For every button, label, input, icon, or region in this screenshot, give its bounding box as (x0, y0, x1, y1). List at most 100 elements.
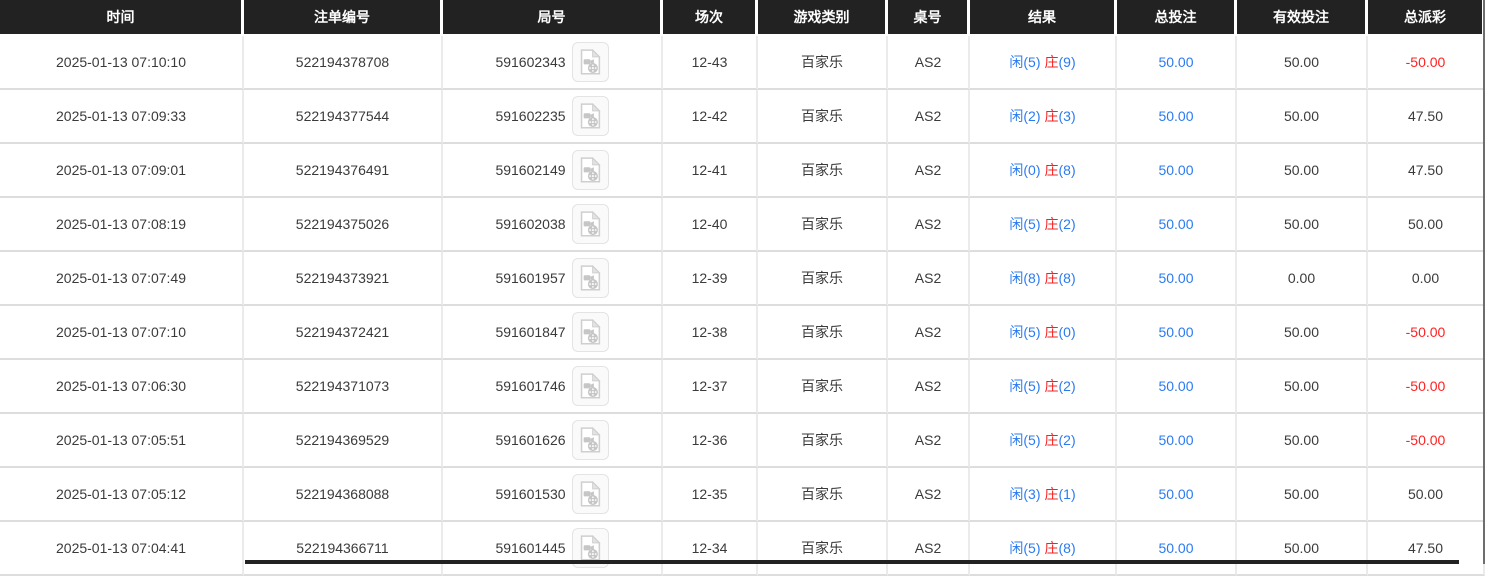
cell-result: 闲(8) 庄(8) (970, 252, 1117, 306)
video-file-icon (580, 49, 601, 75)
round-no-text: 591602343 (495, 54, 566, 70)
cell-valid-bet: 50.00 (1237, 198, 1368, 252)
video-replay-button[interactable] (571, 528, 609, 568)
cell-result: 闲(5) 庄(8) (970, 522, 1117, 576)
cell-session: 12-36 (663, 414, 758, 468)
result-player: 闲(2) (1009, 108, 1041, 124)
cell-bet-no: 522194373921 (244, 252, 443, 306)
total-bet-link[interactable]: 50.00 (1158, 540, 1194, 556)
total-payout-value: 50.00 (1407, 216, 1444, 232)
result-banker-score: (2) (1058, 378, 1076, 394)
result-player: 闲(3) (1009, 486, 1041, 502)
cell-table-no: AS2 (888, 468, 970, 522)
cell-result: 闲(5) 庄(2) (970, 360, 1117, 414)
round-no-text: 591601746 (495, 378, 566, 394)
right-edge-border (1483, 0, 1485, 564)
result-banker-score: (2) (1058, 432, 1076, 448)
cell-total-payout: 50.00 (1368, 468, 1485, 522)
cell-time: 2025-01-13 07:06:30 (0, 360, 244, 414)
result-player: 闲(5) (1009, 216, 1041, 232)
cell-total-payout: 47.50 (1368, 522, 1485, 576)
video-replay-button[interactable] (571, 204, 609, 244)
total-bet-link[interactable]: 50.00 (1158, 432, 1194, 448)
table-row: 2025-01-13 07:06:30 522194371073 5916017… (0, 360, 1485, 414)
cell-valid-bet: 50.00 (1237, 36, 1368, 90)
result-banker: 庄 (1044, 486, 1059, 502)
total-payout-value: 47.50 (1407, 108, 1444, 124)
cell-round-no: 591601957 (443, 252, 663, 306)
partial-bottom-bar (245, 560, 1459, 564)
cell-total-bet: 50.00 (1117, 360, 1237, 414)
cell-game-type: 百家乐 (758, 144, 888, 198)
round-no-text: 591602038 (495, 216, 566, 232)
cell-session: 12-41 (663, 144, 758, 198)
cell-session: 12-39 (663, 252, 758, 306)
cell-total-payout: -50.00 (1368, 360, 1485, 414)
video-file-icon (580, 265, 601, 291)
result-banker-score: (8) (1058, 270, 1076, 286)
col-result: 结果 (970, 0, 1117, 36)
cell-bet-no: 522194371073 (244, 360, 443, 414)
cell-round-no: 591601445 (443, 522, 663, 576)
cell-bet-no: 522194376491 (244, 144, 443, 198)
cell-round-no: 591601847 (443, 306, 663, 360)
cell-time: 2025-01-13 07:10:10 (0, 36, 244, 90)
result-banker-score: (9) (1058, 54, 1076, 70)
video-replay-button[interactable] (571, 420, 609, 460)
cell-table-no: AS2 (888, 90, 970, 144)
cell-total-bet: 50.00 (1117, 252, 1237, 306)
result-banker: 庄 (1044, 162, 1059, 178)
round-no-text: 591601445 (495, 540, 566, 556)
total-bet-link[interactable]: 50.00 (1158, 54, 1194, 70)
result-banker: 庄 (1044, 432, 1059, 448)
video-replay-button[interactable] (571, 312, 609, 352)
result-player: 闲(8) (1009, 270, 1041, 286)
cell-game-type: 百家乐 (758, 198, 888, 252)
cell-total-payout: 50.00 (1368, 198, 1485, 252)
cell-round-no: 591601626 (443, 414, 663, 468)
cell-round-no: 591601746 (443, 360, 663, 414)
cell-total-payout: 47.50 (1368, 90, 1485, 144)
total-bet-link[interactable]: 50.00 (1158, 378, 1194, 394)
cell-result: 闲(5) 庄(2) (970, 414, 1117, 468)
total-bet-link[interactable]: 50.00 (1158, 324, 1194, 340)
total-bet-link[interactable]: 50.00 (1158, 108, 1194, 124)
video-replay-button[interactable] (571, 42, 609, 82)
result-banker: 庄 (1044, 108, 1059, 124)
cell-session: 12-34 (663, 522, 758, 576)
cell-bet-no: 522194366711 (244, 522, 443, 576)
result-player: 闲(5) (1009, 54, 1041, 70)
total-bet-link[interactable]: 50.00 (1158, 486, 1194, 502)
result-banker: 庄 (1044, 540, 1059, 556)
cell-bet-no: 522194375026 (244, 198, 443, 252)
video-file-icon (580, 211, 601, 237)
video-replay-button[interactable] (571, 474, 609, 514)
total-bet-link[interactable]: 50.00 (1158, 216, 1194, 232)
table-row: 2025-01-13 07:10:10 522194378708 5916023… (0, 36, 1485, 90)
cell-total-payout: -50.00 (1368, 414, 1485, 468)
result-banker: 庄 (1044, 54, 1059, 70)
cell-time: 2025-01-13 07:08:19 (0, 198, 244, 252)
table-row: 2025-01-13 07:05:51 522194369529 5916016… (0, 414, 1485, 468)
round-no-text: 591601626 (495, 432, 566, 448)
cell-valid-bet: 50.00 (1237, 144, 1368, 198)
table-row: 2025-01-13 07:09:01 522194376491 5916021… (0, 144, 1485, 198)
result-banker: 庄 (1044, 324, 1059, 340)
round-no-text: 591601530 (495, 486, 566, 502)
result-banker-score: (0) (1058, 324, 1076, 340)
round-no-text: 591602149 (495, 162, 566, 178)
total-bet-link[interactable]: 50.00 (1158, 270, 1194, 286)
result-banker-score: (8) (1058, 162, 1076, 178)
video-replay-button[interactable] (571, 258, 609, 298)
video-replay-button[interactable] (571, 366, 609, 406)
video-replay-button[interactable] (571, 150, 609, 190)
col-time: 时间 (0, 0, 244, 36)
cell-session: 12-38 (663, 306, 758, 360)
total-bet-link[interactable]: 50.00 (1158, 162, 1194, 178)
cell-round-no: 591602038 (443, 198, 663, 252)
video-replay-button[interactable] (571, 96, 609, 136)
cell-total-bet: 50.00 (1117, 144, 1237, 198)
cell-valid-bet: 50.00 (1237, 522, 1368, 576)
cell-valid-bet: 50.00 (1237, 90, 1368, 144)
cell-table-no: AS2 (888, 36, 970, 90)
